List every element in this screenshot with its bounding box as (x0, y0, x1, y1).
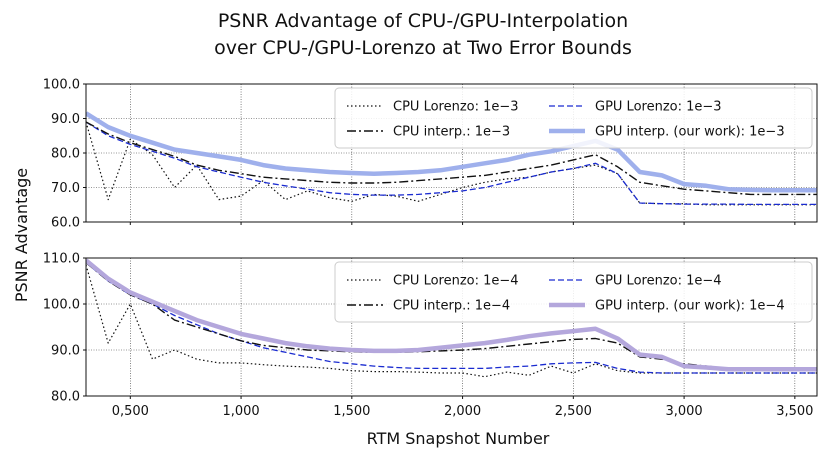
chart-title-line1: PSNR Advantage of CPU-/GPU-Interpolation (218, 10, 628, 32)
top-legend-label-3: GPU interp. (our work): 1e−3 (595, 125, 785, 140)
y-axis-label: PSNR Advantage (12, 168, 31, 302)
bottom-axes-frame (85, 257, 818, 397)
panel-top: 60.0 70.0 80.0 90.0 100.0 CPU Lorenzo: 1e−3 GP… (43, 78, 818, 231)
bottom-series-line-1 (86, 262, 817, 374)
bottom-legend-label-3: GPU interp. (our work): 1e−4 (595, 299, 785, 314)
x-axis-label: RTM Snapshot Number (367, 429, 550, 448)
bottom-y-tick-label-0: 80.0 (51, 390, 80, 405)
panel-bottom: 80.0 90.0 100.0 110.0 0,500 1,000 1,500 2,000 2,… (43, 252, 818, 419)
bottom-legend-label-2: CPU interp.: 1e−4 (393, 299, 510, 314)
top-series-line-2 (86, 121, 817, 196)
bottom-y-tick-label-3: 110.0 (43, 252, 80, 267)
bottom-y-tick-label-2: 100.0 (43, 298, 80, 313)
bottom-legend-label-0: CPU Lorenzo: 1e−4 (393, 274, 519, 289)
bottom-x-tick-label-3: 2,000 (444, 404, 481, 419)
top-legend-label-2: CPU interp.: 1e−3 (393, 125, 510, 140)
bottom-x-tick-label-1: 1,000 (222, 404, 259, 419)
top-y-tick-label-3: 90.0 (51, 112, 80, 127)
top-y-tick-label-0: 60.0 (51, 216, 80, 231)
bottom-series-line-3 (86, 258, 817, 372)
bottom-x-tick-label-6: 3,500 (776, 404, 813, 419)
top-y-tick-label-4: 100.0 (43, 78, 80, 93)
bottom-series-line-0 (86, 264, 817, 378)
bottom-x-tick-label-2: 1,500 (333, 404, 370, 419)
chart-title-line2: over CPU-/GPU-Lorenzo at Two Error Bound… (214, 37, 632, 59)
bottom-x-tick-label-4: 2,500 (555, 404, 592, 419)
top-y-tick-label-1: 70.0 (51, 181, 80, 196)
bottom-x-tick-label-0: 0,500 (112, 404, 149, 419)
top-series-line-1 (86, 121, 817, 206)
top-legend (334, 87, 813, 149)
top-legend-label-0: CPU Lorenzo: 1e−3 (393, 100, 519, 115)
top-series-line-3 (86, 111, 817, 193)
top-y-tick-label-2: 80.0 (51, 147, 80, 162)
top-legend-label-1: GPU Lorenzo: 1e−3 (595, 100, 722, 115)
bottom-x-tick-label-5: 3,000 (665, 404, 702, 419)
bottom-legend-label-1: GPU Lorenzo: 1e−4 (595, 274, 722, 289)
bottom-legend (334, 261, 813, 323)
bottom-y-tick-label-1: 90.0 (51, 344, 80, 359)
